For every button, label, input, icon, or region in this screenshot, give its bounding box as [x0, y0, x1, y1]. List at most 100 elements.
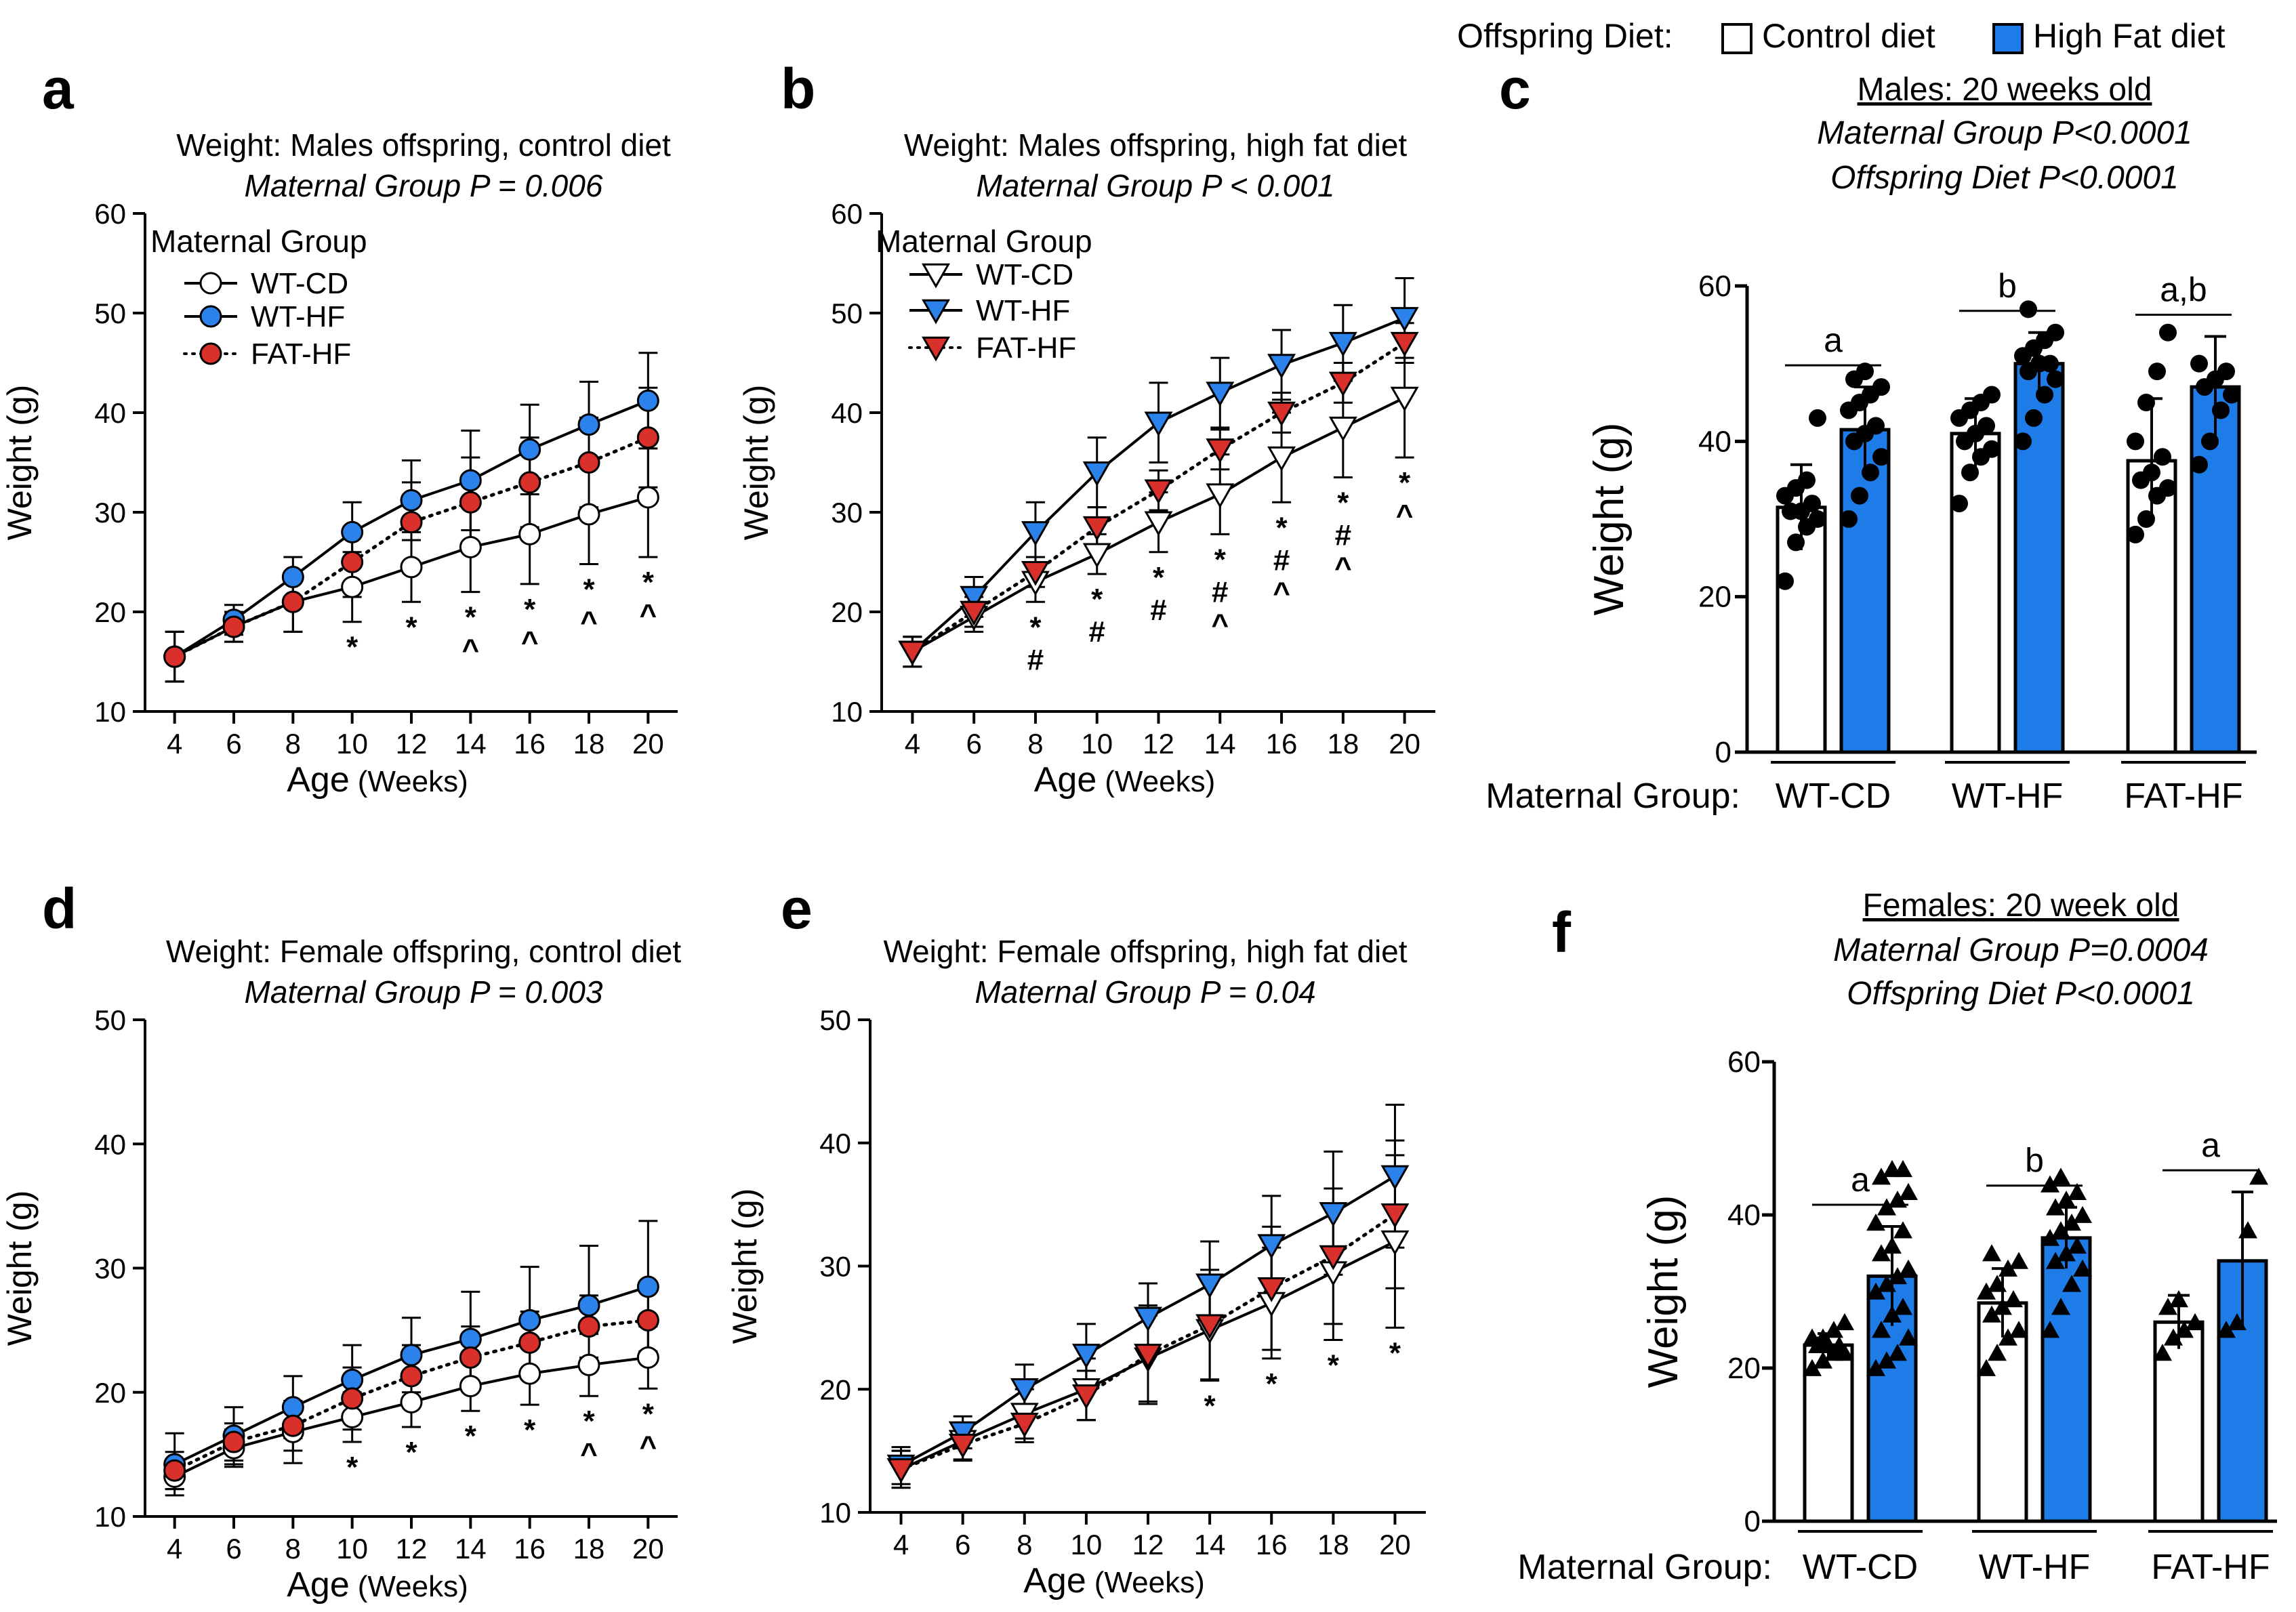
- x-tick-label: 6: [226, 728, 241, 760]
- data-point-fat-hf: [577, 451, 600, 474]
- significance-mark: *: [583, 573, 595, 606]
- data-point-fat-hf: [459, 491, 482, 514]
- x-axis-title: Age (Weeks): [1034, 760, 1216, 800]
- data-point: [2046, 1252, 2065, 1269]
- chart-title: Males: 20 weeks old: [1858, 72, 2152, 108]
- y-axis-title: Weight (g): [1586, 423, 1633, 616]
- bar-hf: [1839, 428, 1891, 754]
- chart-title: Weight: Males offspring, high fat diet: [904, 127, 1408, 163]
- data-point: [1950, 495, 1968, 513]
- y-tick-label: 0: [1715, 736, 1731, 769]
- data-point: [1798, 471, 1816, 489]
- data-point-fat-hf: [1206, 438, 1235, 463]
- data-point: [1893, 1221, 1912, 1239]
- data-point: [2020, 300, 2037, 318]
- panel-letter: b: [781, 57, 815, 121]
- y-tick-label: 50: [94, 1004, 126, 1036]
- x-tick-label: 8: [285, 728, 301, 760]
- data-point-wt-hf: [1319, 1202, 1348, 1227]
- data-point: [2009, 1252, 2028, 1269]
- panel-letter: a: [42, 57, 75, 121]
- data-point-fat-hf: [1134, 1344, 1162, 1369]
- x-axis-unit: (Weeks): [1094, 1566, 1205, 1599]
- data-point-wt-cd: [400, 1390, 423, 1413]
- chart-subtitle: Maternal Group P = 0.04: [975, 974, 1315, 1010]
- significance-mark: *: [642, 566, 655, 599]
- significance-mark: *: [465, 601, 477, 634]
- significance-mark: ^: [1273, 576, 1290, 609]
- y-tick-label: 60: [94, 198, 126, 230]
- legend-label: WT-CD: [976, 258, 1073, 291]
- x-tick-label: 4: [167, 728, 182, 760]
- data-point: [1982, 1244, 2001, 1262]
- x-tick-label: 12: [396, 728, 428, 760]
- data-point: [1993, 1298, 2012, 1315]
- y-axis-title: Weight (g): [726, 1189, 764, 1344]
- significance-mark: ^: [1396, 499, 1414, 532]
- group-label: FAT-HF: [2151, 1548, 2270, 1587]
- data-point: [1809, 510, 1826, 528]
- x-tick-label: 14: [455, 728, 487, 760]
- data-point: [1977, 1282, 1996, 1300]
- data-point: [1988, 1344, 2007, 1361]
- data-point-fat-hf: [886, 1458, 916, 1483]
- data-point: [1866, 1282, 1885, 1300]
- data-point-wt-cd: [341, 1405, 364, 1428]
- data-point-wt-hf: [1010, 1378, 1039, 1403]
- x-tick-label: 16: [514, 728, 546, 760]
- data-point: [2169, 1290, 2188, 1308]
- data-point-wt-cd: [459, 535, 482, 558]
- data-point: [2047, 370, 2064, 388]
- x-tick-label: 14: [455, 1533, 487, 1565]
- x-axis-unit: (Weeks): [358, 1570, 468, 1603]
- significance-mark: #: [1212, 575, 1228, 608]
- data-point: [2046, 1198, 2065, 1216]
- chart-title: Females: 20 week old: [1863, 888, 2179, 924]
- x-axis-title: Age (Weeks): [1023, 1561, 1205, 1600]
- data-point: [2249, 1167, 2268, 1185]
- data-point: [2073, 1205, 2092, 1223]
- data-point: [2014, 432, 2032, 451]
- data-point: [1872, 1167, 1891, 1185]
- data-point: [2051, 1298, 2070, 1315]
- panel-d: d Weight: Female offspring, control diet M…: [1, 877, 681, 1605]
- data-point-wt-hf: [1390, 307, 1419, 332]
- figure-legend: Offspring Diet: Control diet High Fat diet: [1457, 17, 2226, 55]
- data-point-fat-hf: [1010, 1412, 1039, 1438]
- data-point-fat-hf: [163, 1459, 186, 1482]
- y-tick-label: 0: [1744, 1505, 1761, 1538]
- bar-control: [1950, 432, 2001, 754]
- data-point-wt-hf: [1021, 521, 1050, 546]
- data-point-wt-cd: [1082, 543, 1111, 569]
- x-axis-prefix: Maternal Group:: [1517, 1548, 1772, 1587]
- data-point-wt-hf: [960, 585, 989, 611]
- data-point-wt-cd: [518, 1362, 541, 1385]
- data-point-fat-hf: [1390, 331, 1419, 357]
- significance-mark: ^: [580, 605, 598, 638]
- data-point: [2127, 432, 2144, 451]
- data-point: [2228, 1313, 2247, 1331]
- data-point-wt-hf: [281, 1396, 304, 1419]
- data-point: [2223, 386, 2240, 404]
- data-point-fat-hf: [1267, 401, 1296, 427]
- significance-letter: a: [1851, 1161, 1870, 1199]
- data-point-wt-cd: [636, 1346, 659, 1369]
- data-point-wt-cd: [1390, 386, 1419, 412]
- y-tick-label: 40: [94, 1128, 126, 1160]
- offspring-diet-label: Offspring Diet:: [1457, 17, 1673, 55]
- significance-mark: ^: [580, 1437, 598, 1470]
- data-point-fat-hf: [281, 1414, 304, 1437]
- x-axis-label: Age: [1023, 1561, 1086, 1600]
- data-point: [1998, 1259, 2017, 1277]
- data-point: [2175, 1321, 2194, 1338]
- significance-mark: *: [346, 631, 358, 664]
- data-point: [1998, 1328, 2017, 1346]
- data-point: [1776, 572, 1794, 590]
- data-point-fat-hf: [1328, 371, 1357, 397]
- data-point: [2143, 463, 2160, 482]
- legend-marker-wt-hf: [199, 305, 222, 328]
- bar-hf: [2013, 362, 2065, 754]
- data-point-fat-hf: [1082, 516, 1111, 541]
- y-tick-label: 50: [831, 297, 863, 329]
- data-point: [2159, 479, 2177, 497]
